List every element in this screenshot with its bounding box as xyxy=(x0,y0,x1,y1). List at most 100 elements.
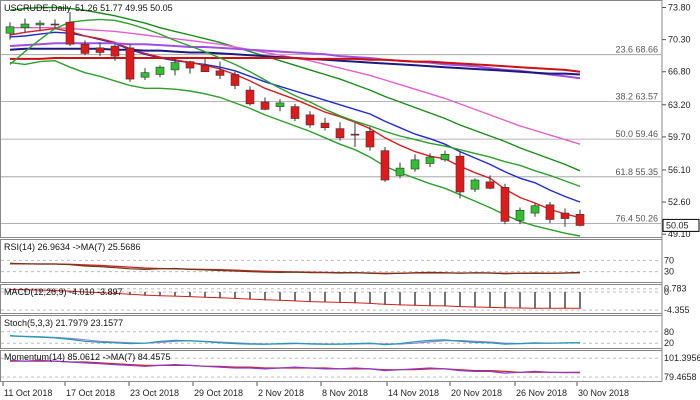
candle-body xyxy=(305,114,315,126)
moving-average-line xyxy=(9,59,581,237)
momentum-panel-frame xyxy=(0,350,663,382)
main-panel-frame xyxy=(0,0,663,238)
candle-body xyxy=(50,23,60,26)
chart-header: USCRUDE,Daily 51.26 51.77 49.95 50.05 xyxy=(4,3,173,13)
date-tick-label: 30 Nov 2018 xyxy=(578,388,629,398)
date-tick-label: 20 Nov 2018 xyxy=(451,388,502,398)
momentum-label: Momentum(14) 85.0612 ->MA(7) 84.4575 xyxy=(4,352,170,362)
candle-body xyxy=(515,210,525,221)
candle-body xyxy=(230,74,240,86)
date-axis: 11 Oct 2018 17 Oct 2018 23 Oct 2018 29 Oct … xyxy=(2,382,629,398)
price-tick-label: 49.10 xyxy=(668,229,691,239)
macd-signal-line xyxy=(9,289,580,309)
rsi-label: RSI(14) 26.9634 ->MA(7) 25.5686 xyxy=(4,242,140,252)
stoch-panel-frame xyxy=(0,315,663,349)
macd-tick-label: 0.783 xyxy=(664,284,687,294)
moving-average-line xyxy=(9,31,581,203)
candle-body xyxy=(155,66,165,75)
rsi-panel-frame xyxy=(0,239,663,283)
date-tick-label: 29 Oct 2018 xyxy=(194,388,243,398)
stoch-k-line xyxy=(9,335,581,346)
date-tick-label: 14 Nov 2018 xyxy=(388,388,439,398)
candle-body xyxy=(110,45,120,57)
candle-body xyxy=(275,102,285,107)
candle-body xyxy=(410,159,420,170)
candle-body xyxy=(140,72,150,78)
fib-level-label: 76.4 50.26 xyxy=(615,214,658,224)
date-tick-label: 8 Nov 2018 xyxy=(322,388,368,398)
candle-body xyxy=(215,70,225,76)
momentum-tick-label: 79.4658 xyxy=(664,372,697,382)
fib-level-label: 50.0 59.46 xyxy=(615,129,658,139)
candle-body xyxy=(560,212,570,219)
moving-averages xyxy=(9,6,581,237)
candle-body xyxy=(395,167,405,176)
candle-body xyxy=(470,179,480,190)
candle-body xyxy=(80,43,90,54)
candle-body xyxy=(425,156,435,164)
candle-body xyxy=(35,22,45,26)
last-price-badge xyxy=(662,218,700,232)
candle-body xyxy=(350,133,360,136)
price-tick-label: 52.60 xyxy=(668,197,691,207)
fib-level-label: 23.6 68.66 xyxy=(615,45,658,55)
date-tick-label: 11 Oct 2018 xyxy=(4,388,52,398)
candle-body xyxy=(335,128,345,139)
macd-tick-label: 0 xyxy=(664,287,669,297)
momentum-line xyxy=(9,359,581,374)
candle-body xyxy=(575,214,585,226)
candle-body xyxy=(500,187,510,222)
price-tick-label: 73.80 xyxy=(668,3,691,13)
momentum-tick-label: 101.3956 xyxy=(664,353,700,363)
stoch-tick-label: 20 xyxy=(664,338,674,348)
candle-body xyxy=(185,61,195,69)
momentum-ma-line xyxy=(10,360,580,374)
date-tick-label: 2 Nov 2018 xyxy=(258,388,304,398)
candle-body xyxy=(95,47,105,53)
candle-body xyxy=(125,47,135,80)
date-tick-label: 23 Oct 2018 xyxy=(130,388,179,398)
price-tick-label: 66.80 xyxy=(668,67,691,77)
rsi-line xyxy=(9,262,581,275)
price-tick-label: 63.20 xyxy=(668,100,691,110)
macd-label: MACD(12,26,9) -4.010 -3.897 xyxy=(4,287,123,297)
candle-body xyxy=(380,150,390,181)
stoch-tick-label: 80 xyxy=(664,327,674,337)
candle-body xyxy=(530,205,540,214)
date-tick-label: 17 Oct 2018 xyxy=(66,388,115,398)
stoch-label: Stoch(5,3,3) 21.7979 23.1577 xyxy=(4,318,123,328)
candlesticks xyxy=(5,12,585,227)
fib-level-label: 38.2 63.57 xyxy=(615,91,658,101)
price-tick-label: 59.70 xyxy=(668,132,691,142)
fib-level-label: 61.8 55.35 xyxy=(615,167,658,177)
candle-body xyxy=(5,26,15,34)
moving-average-line xyxy=(9,6,581,172)
moving-average-line xyxy=(9,18,581,188)
date-tick-label: 26 Nov 2018 xyxy=(516,388,567,398)
candle-body xyxy=(245,89,255,105)
moving-average-line xyxy=(10,57,581,73)
candle-body xyxy=(455,155,465,193)
candle-body xyxy=(440,154,450,161)
candle-body xyxy=(485,181,495,189)
price-axis: 73.80 70.30 66.80 63.20 59.70 56.10 52.60 49.10 xyxy=(662,3,691,239)
candle-body xyxy=(65,21,75,45)
macd-tick-label: -4.355 xyxy=(664,305,690,315)
price-tick-label: 56.10 xyxy=(668,165,691,175)
moving-average-line xyxy=(9,42,581,80)
candle-body xyxy=(260,101,270,110)
price-tick-label: 70.30 xyxy=(668,35,691,45)
candle-body xyxy=(200,65,210,73)
rsi-tick-label: 70 xyxy=(664,255,674,265)
momentum-panel: 101.3956 79.4658 xyxy=(1,353,700,382)
candle-body xyxy=(320,122,330,129)
candle-body xyxy=(170,62,180,71)
last-price-label: 50.05 xyxy=(666,220,689,230)
candle-body xyxy=(545,204,555,220)
macd-panel-frame xyxy=(0,284,663,314)
rsi-tick-label: 30 xyxy=(664,267,674,277)
